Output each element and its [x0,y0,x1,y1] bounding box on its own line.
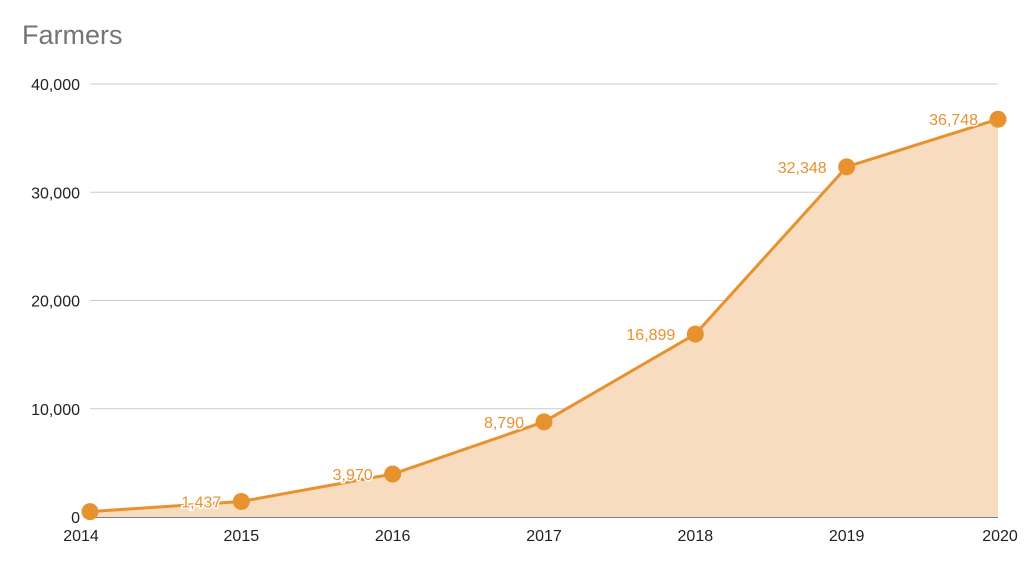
y-tick-label: 30,000 [31,185,80,202]
y-tick-label: 10,000 [31,402,80,419]
data-point [232,492,250,510]
x-tick-label: 2017 [526,528,562,545]
area-fill [90,119,998,517]
data-point [535,413,553,431]
data-label: 3,970 [333,467,373,484]
x-tick-label: 2015 [224,528,260,545]
data-point [686,325,704,343]
chart-title: Farmers [22,20,123,50]
data-label: 8,790 [484,415,524,432]
x-tick-label: 2014 [63,528,99,545]
x-tick-label: 2019 [829,528,865,545]
data-label: 16,899 [626,327,675,344]
y-tick-label: 20,000 [31,294,80,311]
y-tick-label: 0 [71,510,80,527]
data-point [384,465,402,483]
data-label: 32,348 [778,160,827,177]
x-tick-label: 2016 [375,528,411,545]
data-label: 1,437 [181,494,221,511]
data-point [81,503,99,521]
data-label: 36,748 [929,112,978,129]
y-tick-label: 40,000 [31,77,80,94]
data-point [989,110,1007,128]
x-tick-label: 2018 [678,528,714,545]
data-point [838,158,856,176]
x-tick-label: 2020 [982,528,1018,545]
